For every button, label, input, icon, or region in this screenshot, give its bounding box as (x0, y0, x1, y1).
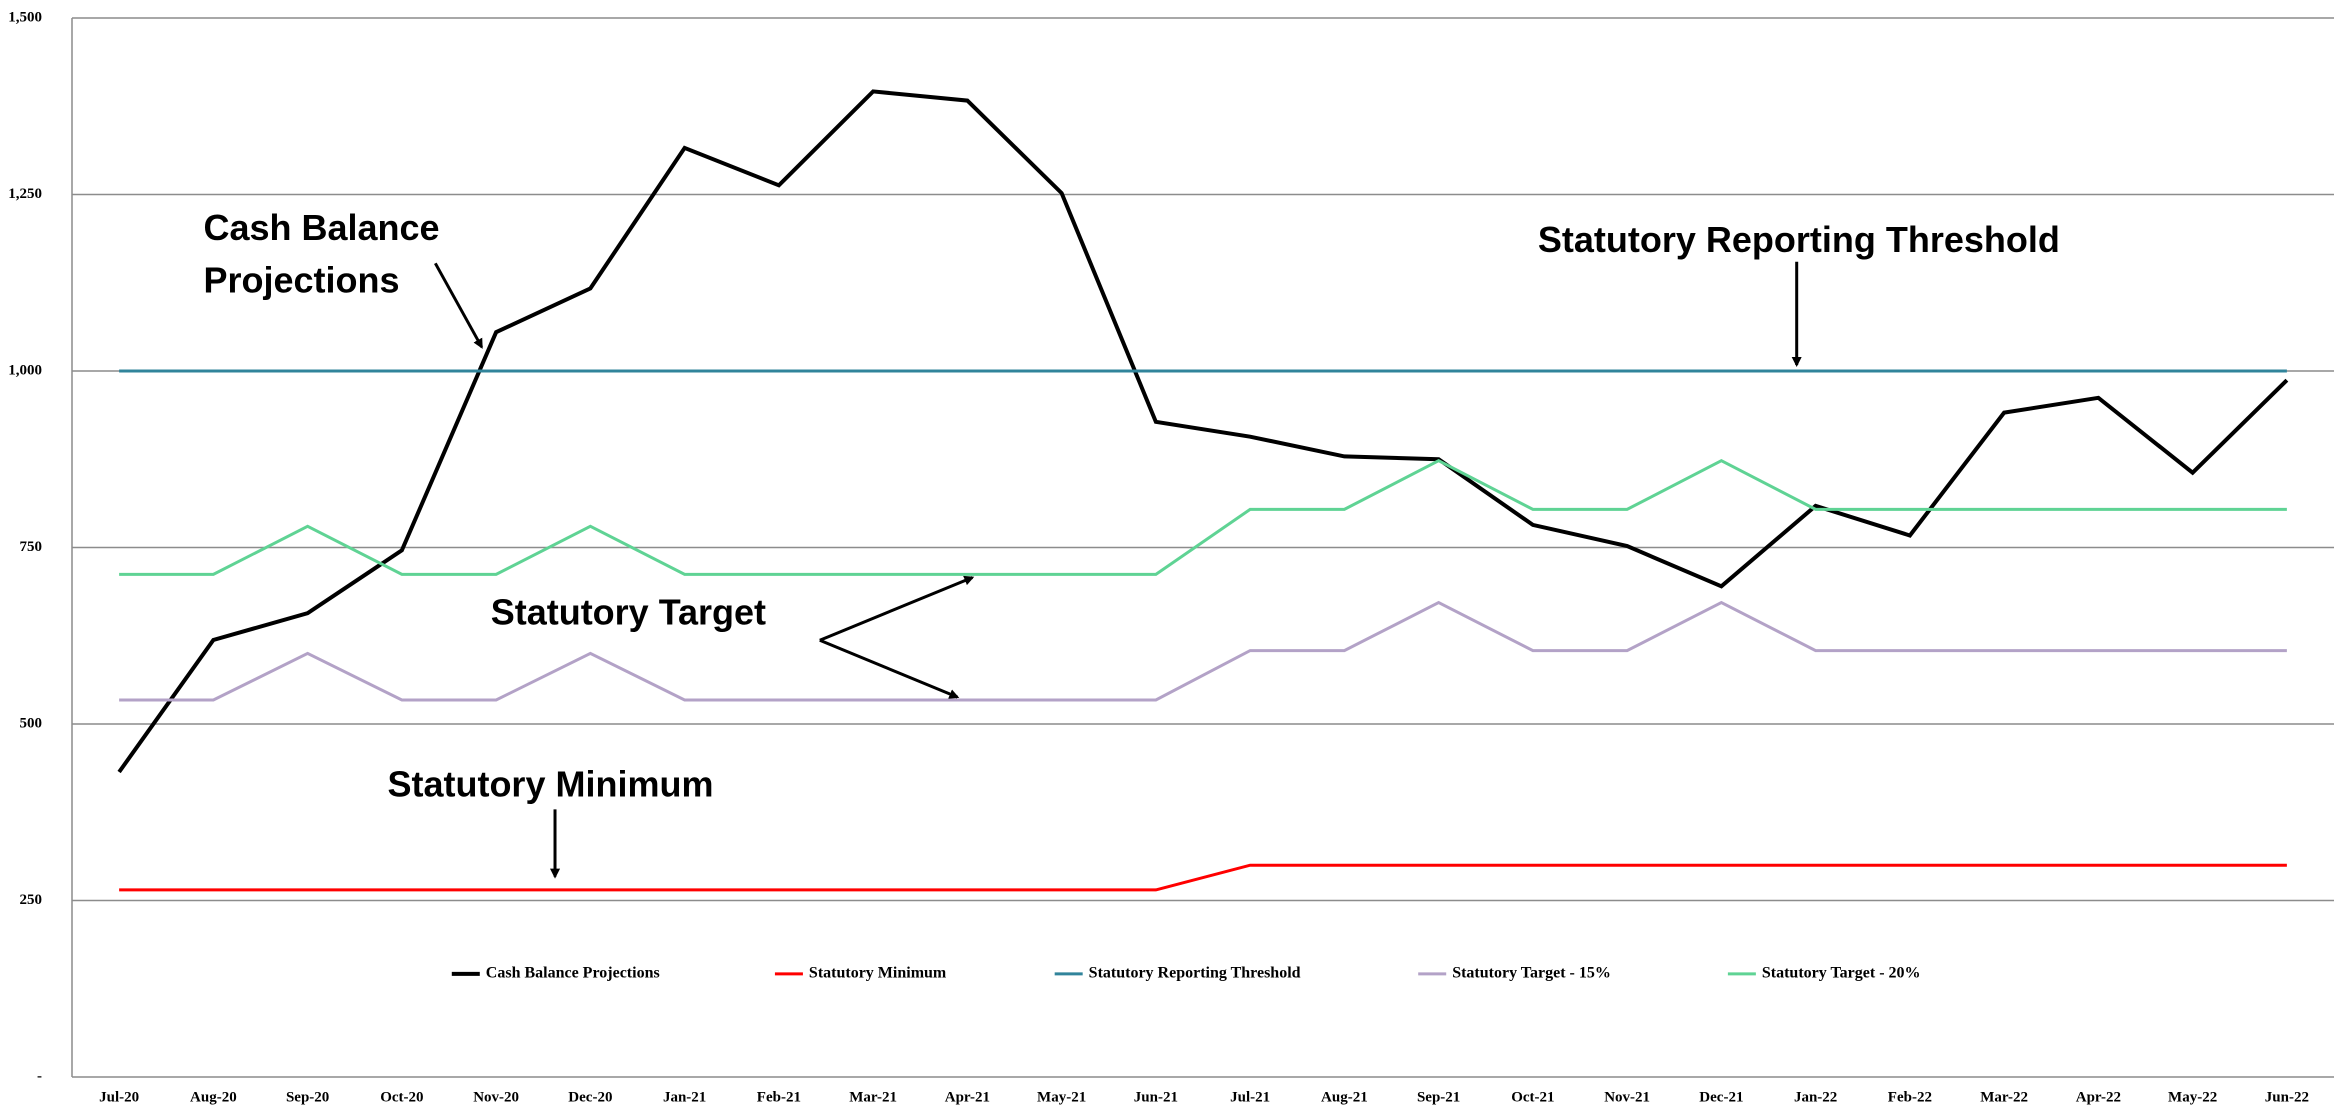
x-tick-label: Jul-21 (1230, 1089, 1270, 1105)
x-tick-label: Dec-20 (568, 1089, 612, 1105)
x-tick-label: Nov-21 (1604, 1089, 1650, 1105)
annotation: Statutory Minimum (387, 763, 713, 804)
x-tick-label: Nov-20 (473, 1089, 519, 1105)
x-tick-label: Sep-21 (1417, 1089, 1460, 1105)
y-tick-label: 750 (20, 539, 43, 555)
annotation-arrow (434, 262, 484, 349)
x-tick-label: Apr-21 (945, 1089, 990, 1105)
y-tick-label: 250 (20, 892, 43, 908)
series-line (117, 89, 2289, 774)
x-tick-label: Jul-20 (99, 1089, 139, 1105)
x-tick-label: Jan-21 (663, 1089, 706, 1105)
y-tick-label: - (37, 1068, 42, 1084)
y-tick-label: 1,500 (8, 9, 42, 25)
x-tick-label: Jun-21 (1134, 1089, 1178, 1105)
legend-label: Statutory Reporting Threshold (1089, 965, 1301, 982)
series-line (119, 458, 2287, 576)
x-tick-label: Aug-21 (1321, 1089, 1368, 1105)
legend-label: Statutory Minimum (809, 965, 947, 982)
y-tick-label: 1,000 (8, 362, 42, 378)
x-tick-label: Apr-22 (2076, 1089, 2121, 1105)
annotation-arrow (819, 638, 960, 699)
x-tick-label: Feb-22 (1888, 1089, 1932, 1105)
x-tick-label: Oct-21 (1511, 1089, 1554, 1105)
legend-label: Cash Balance Projections (486, 965, 660, 982)
x-tick-label: Sep-20 (286, 1089, 329, 1105)
x-tick-label: May-22 (2168, 1089, 2217, 1105)
series-line (119, 600, 2287, 702)
annotation: Statutory Reporting Threshold (1538, 219, 2060, 260)
legend-label: Statutory Target - 20% (1762, 965, 1921, 982)
x-tick-label: May-21 (1037, 1089, 1086, 1105)
legend-label: Statutory Target - 15% (1452, 965, 1611, 982)
x-tick-label: Feb-21 (757, 1089, 801, 1105)
y-tick-label: 500 (20, 715, 43, 731)
annotation: Projections (203, 259, 399, 300)
x-tick-label: Jun-22 (2265, 1089, 2309, 1105)
annotation: Statutory Target (491, 591, 766, 632)
x-tick-label: Mar-22 (1980, 1089, 2028, 1105)
annotation: Cash Balance (203, 207, 439, 248)
x-tick-label: Oct-20 (380, 1089, 423, 1105)
x-tick-label: Aug-20 (190, 1089, 237, 1105)
annotation-arrow (819, 575, 975, 642)
x-tick-label: Dec-21 (1699, 1089, 1743, 1105)
series-line (119, 863, 2287, 892)
y-tick-label: 1,250 (8, 186, 42, 202)
x-tick-label: Mar-21 (849, 1089, 897, 1105)
x-tick-label: Jan-22 (1794, 1089, 1837, 1105)
